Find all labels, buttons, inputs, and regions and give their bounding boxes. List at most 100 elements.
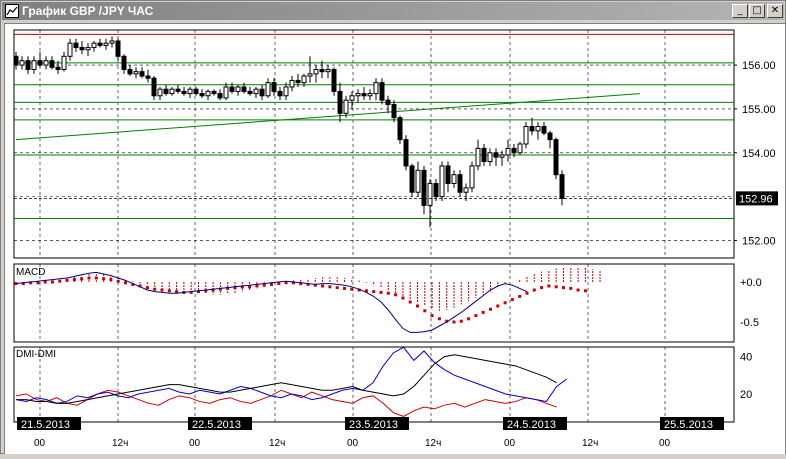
macd-signal-point — [313, 283, 317, 287]
price-panel-frame[interactable] — [13, 29, 735, 259]
candle-body — [241, 86, 247, 92]
macd-signal-point — [21, 282, 25, 286]
macd-signal-point — [306, 282, 310, 286]
title-bar[interactable]: График GBP /JPY ЧАС _ □ ✕ — [2, 2, 784, 20]
macd-signal-point — [240, 285, 244, 289]
candle-body — [253, 88, 259, 95]
macd-signal-point — [364, 289, 368, 293]
macd-signal-point — [576, 288, 580, 292]
candle-body — [133, 71, 139, 75]
candle-body — [469, 165, 475, 189]
candle-body — [517, 143, 523, 154]
trendline[interactable] — [15, 93, 641, 141]
macd-signal-point — [270, 282, 273, 286]
macd-signal-point — [328, 285, 332, 289]
candle-body — [25, 60, 31, 70]
dmi-minus-line[interactable] — [15, 389, 557, 417]
macd-signal-point — [51, 280, 54, 284]
candle-body — [559, 174, 565, 199]
candle-body — [481, 147, 487, 163]
candle-body — [289, 79, 295, 88]
macd-signal-point — [277, 282, 281, 286]
candle-body — [487, 152, 493, 163]
macd-signal-point — [284, 281, 288, 285]
candle-body — [439, 165, 445, 198]
adx-line[interactable] — [16, 354, 557, 404]
hour-label: 00 — [504, 438, 516, 449]
candle-body — [115, 40, 121, 57]
macd-signal-point — [372, 290, 376, 294]
candle-body — [127, 68, 133, 75]
candle-body — [331, 68, 337, 92]
maximize-button[interactable]: □ — [749, 4, 765, 18]
macd-signal-point — [204, 289, 208, 293]
macd-signal-point — [357, 288, 361, 292]
macd-signal-point — [518, 294, 522, 298]
candle-body — [355, 93, 361, 97]
candle-body — [385, 99, 391, 106]
macd-signal-point — [291, 281, 295, 285]
macd-panel-frame[interactable] — [13, 263, 735, 343]
candle-body — [217, 93, 223, 99]
macd-signal-point — [167, 289, 171, 293]
candle-body — [145, 75, 151, 79]
candle-body — [541, 125, 547, 134]
macd-signal-point — [416, 304, 419, 308]
candle-body — [211, 90, 217, 95]
macd-line[interactable] — [15, 271, 528, 333]
dmi-panel-frame[interactable] — [13, 346, 735, 423]
candle-body — [175, 88, 181, 92]
candle-body — [553, 139, 559, 176]
hour-label: 00 — [659, 438, 671, 449]
chart-canvas[interactable]: 152.96 156.00 155.00 154.00 152.00 MACD +0.0 -0… — [5, 24, 785, 454]
macd-signal-point — [401, 296, 405, 300]
candle-body — [433, 182, 439, 198]
macd-signal-point — [175, 290, 179, 294]
candle-body — [409, 165, 415, 193]
macd-signal-point — [459, 319, 463, 323]
chart-window-icon — [5, 4, 19, 18]
candle-body — [187, 88, 193, 95]
candle-body — [67, 42, 73, 57]
macd-signal-point — [248, 285, 252, 289]
candle-body — [511, 147, 517, 154]
macd-signal-point — [226, 286, 230, 290]
macd-signal-point — [36, 281, 40, 285]
macd-signal-point — [554, 285, 558, 289]
candle-body — [13, 55, 19, 66]
macd-signal-point — [29, 281, 33, 285]
candle-body — [55, 66, 61, 70]
close-button[interactable]: ✕ — [767, 4, 783, 18]
macd-signal-point — [299, 282, 303, 286]
chart-area[interactable]: 152.96 156.00 155.00 154.00 152.00 MACD +0.0 -0… — [4, 23, 785, 454]
price-axis-label: 154.00 — [742, 148, 776, 160]
candle-body — [91, 42, 97, 49]
date-label: 24.5.2013 — [507, 419, 556, 431]
macd-signal-point — [197, 290, 200, 294]
macd-signal-point — [437, 317, 441, 321]
minimize-button[interactable]: _ — [732, 4, 748, 18]
candle-body — [169, 88, 175, 95]
candle-body — [163, 88, 169, 95]
candle-body — [547, 132, 553, 141]
candle-body — [265, 82, 271, 97]
macd-signal-point — [540, 286, 544, 290]
macd-signal-point — [423, 309, 427, 313]
dmi-plus-line[interactable] — [15, 346, 568, 404]
macd-signal-point — [489, 307, 492, 311]
date-label: 25.5.2013 — [664, 419, 713, 431]
macd-signal-point — [262, 283, 266, 287]
macd-signal-point — [80, 277, 84, 281]
hour-label: 12ч — [269, 438, 285, 449]
macd-signal-point — [343, 286, 346, 290]
macd-signal-point — [43, 280, 47, 284]
macd-signal-point — [547, 284, 551, 288]
hour-label: 12ч — [582, 438, 598, 449]
candle-body — [121, 55, 127, 70]
price-axis-label: 155.00 — [742, 104, 776, 116]
macd-signal-point — [525, 291, 529, 295]
candle-body — [337, 90, 343, 114]
candle-body — [199, 93, 205, 97]
macd-signal-point — [131, 282, 135, 286]
macd-label: MACD — [16, 267, 45, 278]
